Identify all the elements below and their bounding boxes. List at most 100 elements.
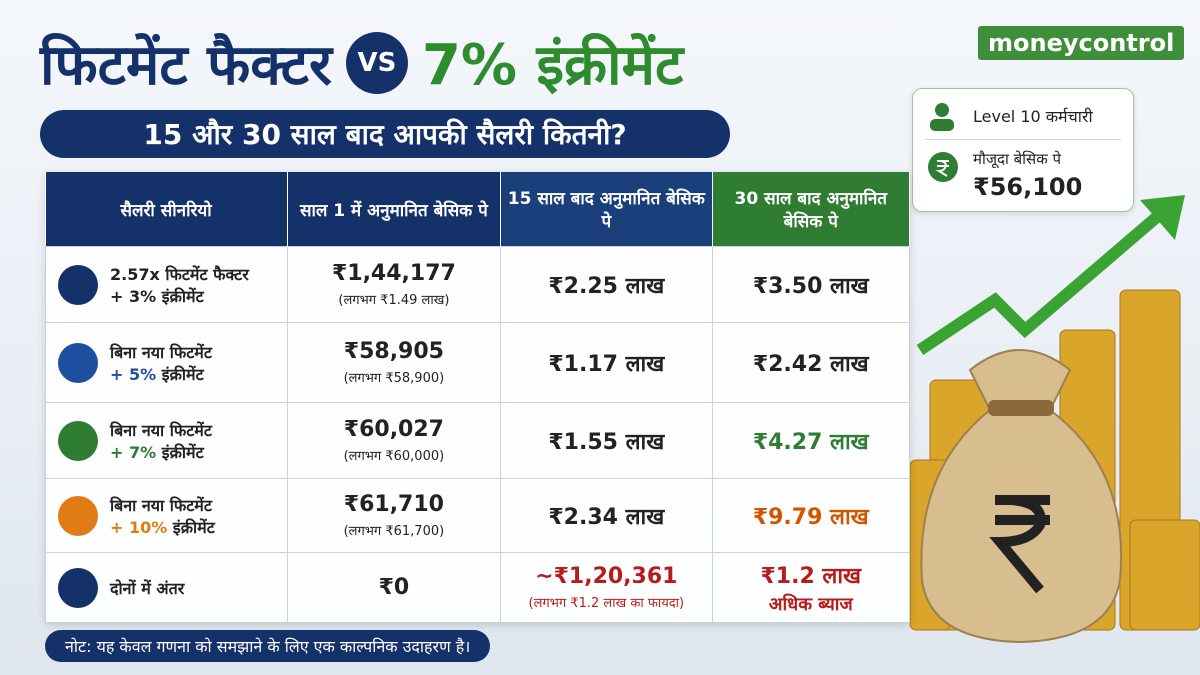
scenario-line: 2.57x फिटमेंट फैक्टर (110, 264, 249, 284)
scenario-line: बिना नया फिटमेंट (110, 495, 212, 515)
increment-word: इंक्रीमेंट (161, 286, 204, 306)
title-right: 7% इंक्रीमेंट (421, 33, 684, 98)
scenario-icon (58, 342, 98, 383)
increment-rate: + 10% (110, 517, 168, 537)
scenario-line: दोनों में अंतर (110, 578, 185, 598)
scenario-text: बिना नया फिटमेंट + 10% इंक्रीमेंट (110, 494, 215, 538)
column-header: 15 साल बाद अनुमानित बेसिक पे (500, 172, 713, 247)
scenario-line: + 3% इंक्रीमेंट (110, 285, 249, 307)
table-row: बिना नया फिटमेंट + 7% इंक्रीमेंट ₹60,027 (ल… (45, 402, 910, 479)
scenario-text: बिना नया फिटमेंट + 5% इंक्रीमेंट (110, 341, 212, 385)
scenario: बिना नया फिटमेंट + 7% इंक्रीमेंट (46, 419, 287, 463)
scenario-icon (58, 495, 98, 536)
scenario-line: बिना नया फिटमेंट (110, 342, 212, 362)
value: ₹2.34 लाख (548, 504, 665, 530)
value: ₹2.25 लाख (548, 273, 665, 299)
increment-rate: + 7% (110, 442, 157, 462)
value: ₹3.50 लाख (752, 273, 869, 299)
value-note: (लगभग ₹61,700) (343, 524, 445, 539)
info-amount: ₹56,100 (973, 173, 1083, 201)
value-note: (लगभग ₹60,000) (343, 449, 445, 464)
info-label: मौजूदा बेसिक पे (973, 150, 1062, 168)
table-body: 2.57x फिटमेंट फैक्टर + 3% इंक्रीमेंट ₹1,44… (45, 246, 910, 623)
value-cell: ₹2.42 लाख (711, 322, 910, 403)
scenario: 2.57x फिटमेंट फैक्टर + 3% इंक्रीमेंट (46, 263, 287, 307)
value: ₹1.17 लाख (548, 351, 665, 377)
value-cell: ₹0 (286, 552, 502, 623)
footer-note: नोट: यह केवल गणना को समझाने के लिए एक का… (45, 630, 491, 662)
scenario-text: बिना नया फिटमेंट + 7% इंक्रीमेंट (110, 419, 212, 463)
subtitle: 15 और 30 साल बाद आपकी सैलरी कितनी? (40, 110, 730, 158)
value-cell: ₹60,027 (लगभग ₹60,000) (286, 402, 502, 479)
table-row: बिना नया फिटमेंट + 10% इंक्रीमेंट ₹61,710 (… (45, 478, 910, 553)
value-cell: ₹1,44,177 (लगभग ₹1.49 लाख) (286, 246, 502, 323)
value-cell: ₹4.27 लाख (711, 402, 910, 479)
scenario-cell: बिना नया फिटमेंट + 7% इंक्रीमेंट (45, 402, 288, 479)
info-box: Level 10 कर्मचारी मौजूदा बेसिक पे ₹56,10… (912, 88, 1134, 212)
scenario-icon (58, 264, 98, 305)
value-cell: ~₹1,20,361 (लगभग ₹1.2 लाख का फायदा) (500, 552, 713, 623)
growth-arrow (916, 205, 1169, 355)
value-note: (लगभग ₹58,900) (343, 371, 445, 386)
scenario: बिना नया फिटमेंट + 5% इंक्रीमेंट (46, 341, 287, 385)
scenario-icon (58, 420, 98, 461)
table-row: 2.57x फिटमेंट फैक्टर + 3% इंक्रीमेंट ₹1,44… (45, 246, 910, 323)
increment-rate: + 5% (110, 364, 157, 384)
increment-rate: + 3% (110, 286, 157, 306)
title: फिटमेंट फैक्टर VS 7% इंक्रीमेंट (40, 18, 683, 108)
value-note: अधिक ब्याज (768, 593, 853, 615)
person-icon (930, 103, 954, 131)
value-cell: ₹3.50 लाख (711, 246, 910, 323)
info-level: Level 10 कर्मचारी (973, 107, 1093, 126)
increment-word: इंक्रीमेंट (161, 442, 204, 462)
value: ₹1,44,177 (331, 261, 456, 286)
title-left: फिटमेंट फैक्टर (40, 33, 332, 98)
value-note: (लगभग ₹1.2 लाख का फायदा) (528, 596, 685, 611)
value: ₹1.2 लाख (760, 563, 862, 589)
arrow-head (1140, 195, 1185, 240)
value: ₹9.79 लाख (752, 504, 869, 530)
column-header: साल 1 में अनुमानित बेसिक पे (287, 172, 502, 247)
value: ₹61,710 (343, 492, 444, 517)
increment-word: इंक्रीमेंट (172, 517, 215, 537)
money-bag (920, 349, 1123, 644)
scenario-cell: 2.57x फिटमेंट फैक्टर + 3% इंक्रीमेंट (45, 246, 288, 323)
value: ₹58,905 (343, 339, 444, 364)
scenario-cell: दोनों में अंतर (45, 552, 288, 623)
value-cell: ₹1.17 लाख (500, 322, 713, 403)
scenario: बिना नया फिटमेंट + 10% इंक्रीमेंट (46, 494, 287, 538)
value-cell: ₹1.2 लाख अधिक ब्याज (711, 552, 910, 623)
column-header: सैलरी सीनरियो (45, 172, 288, 247)
column-header: 30 साल बाद अनुमानित बेसिक पे (712, 172, 910, 247)
scenario-cell: बिना नया फिटमेंट + 10% इंक्रीमेंट (45, 478, 288, 553)
value: ₹0 (378, 575, 410, 600)
value-cell: ₹1.55 लाख (500, 402, 713, 479)
value-cell: ₹58,905 (लगभग ₹58,900) (286, 322, 502, 403)
illustration (909, 195, 1200, 644)
value: ₹1.55 लाख (548, 429, 665, 455)
scenario-icon (58, 567, 98, 608)
value: ₹60,027 (343, 417, 444, 442)
header-row: सैलरी सीनरियो साल 1 में अनुमानित बेसिक पे… (45, 172, 910, 247)
value-cell: ₹2.34 लाख (500, 478, 713, 553)
value-note: (लगभग ₹1.49 लाख) (338, 293, 450, 308)
vs-badge: VS (345, 32, 408, 94)
scenario-line: + 7% इंक्रीमेंट (110, 441, 212, 463)
increment-word: इंक्रीमेंट (161, 364, 204, 384)
salary-table: सैलरी सीनरियो साल 1 में अनुमानित बेसिक पे… (45, 172, 910, 623)
value: ₹2.42 लाख (752, 351, 869, 377)
rupee-icon (928, 152, 958, 182)
brand-logo: moneycontrol (978, 26, 1185, 60)
scenario-line: बिना नया फिटमेंट (110, 420, 212, 440)
scenario-cell: बिना नया फिटमेंट + 5% इंक्रीमेंट (45, 322, 288, 403)
value: ₹4.27 लाख (752, 429, 869, 455)
scenario-line: + 5% इंक्रीमेंट (110, 363, 212, 385)
table-row: बिना नया फिटमेंट + 5% इंक्रीमेंट ₹58,905 (ल… (45, 322, 910, 403)
scenario-text: दोनों में अंतर (110, 577, 184, 599)
value-cell: ₹61,710 (लगभग ₹61,700) (286, 478, 502, 553)
scenario-line: + 10% इंक्रीमेंट (110, 516, 215, 538)
value: ~₹1,20,361 (535, 564, 678, 589)
value-cell: ₹9.79 लाख (711, 478, 910, 553)
value-cell: ₹2.25 लाख (500, 246, 713, 323)
